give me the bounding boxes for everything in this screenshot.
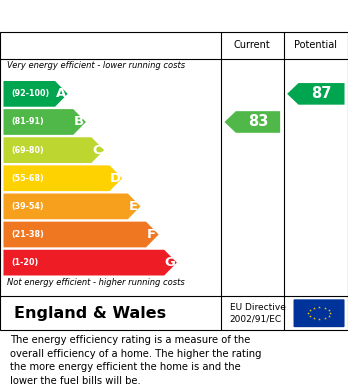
Text: (21-38): (21-38) bbox=[11, 230, 44, 239]
Polygon shape bbox=[3, 81, 68, 107]
Polygon shape bbox=[3, 165, 122, 191]
Polygon shape bbox=[287, 83, 345, 105]
Polygon shape bbox=[3, 109, 86, 135]
Text: A: A bbox=[56, 87, 66, 100]
Text: D: D bbox=[110, 172, 121, 185]
Text: Very energy efficient - lower running costs: Very energy efficient - lower running co… bbox=[7, 61, 185, 70]
Text: 2002/91/EC: 2002/91/EC bbox=[230, 314, 282, 323]
Text: EU Directive: EU Directive bbox=[230, 303, 286, 312]
Text: (55-68): (55-68) bbox=[11, 174, 44, 183]
Text: (39-54): (39-54) bbox=[11, 202, 44, 211]
Polygon shape bbox=[3, 137, 104, 163]
Text: (69-80): (69-80) bbox=[11, 145, 44, 154]
Text: G: G bbox=[165, 256, 175, 269]
Polygon shape bbox=[3, 194, 141, 219]
Text: The energy efficiency rating is a measure of the
overall efficiency of a home. T: The energy efficiency rating is a measur… bbox=[10, 335, 262, 386]
Text: 83: 83 bbox=[248, 115, 268, 129]
Text: B: B bbox=[74, 115, 84, 129]
Text: E: E bbox=[129, 200, 138, 213]
Text: Potential: Potential bbox=[294, 41, 337, 50]
Text: C: C bbox=[92, 143, 102, 157]
Text: Not energy efficient - higher running costs: Not energy efficient - higher running co… bbox=[7, 278, 185, 287]
Text: (81-91): (81-91) bbox=[11, 117, 44, 126]
Text: Energy Efficiency Rating: Energy Efficiency Rating bbox=[63, 9, 285, 23]
FancyBboxPatch shape bbox=[293, 299, 345, 327]
Polygon shape bbox=[224, 111, 280, 133]
Text: England & Wales: England & Wales bbox=[14, 306, 166, 321]
Text: Current: Current bbox=[234, 41, 271, 50]
Polygon shape bbox=[3, 222, 159, 248]
Text: 87: 87 bbox=[311, 86, 332, 101]
Text: (1-20): (1-20) bbox=[11, 258, 38, 267]
Text: (92-100): (92-100) bbox=[11, 90, 49, 99]
Text: F: F bbox=[147, 228, 156, 241]
Polygon shape bbox=[3, 250, 177, 276]
